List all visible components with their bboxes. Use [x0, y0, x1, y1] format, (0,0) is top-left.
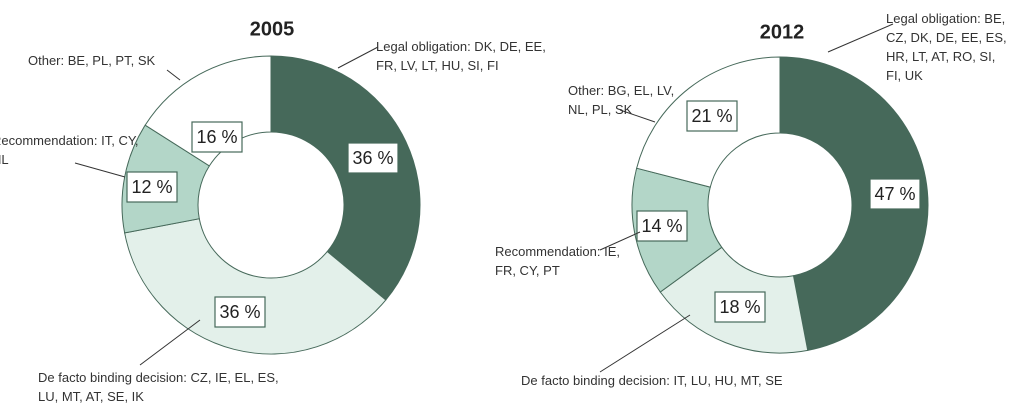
value-label-box: [686, 100, 738, 132]
value-label-box: [636, 210, 688, 242]
donut-slice: [270, 55, 421, 301]
value-label: 36 %: [219, 302, 260, 322]
value-label: 21 %: [691, 106, 732, 126]
leader-line: [619, 109, 656, 123]
value-label: 14 %: [641, 216, 682, 236]
value-label: 12 %: [131, 177, 172, 197]
value-label: 16 %: [196, 127, 237, 147]
leader-line: [337, 46, 379, 69]
leader-line: [166, 69, 181, 81]
leader-line: [599, 231, 641, 251]
donut-slice: [779, 56, 929, 351]
category-label: Other: BE, PL, PT, SK: [28, 53, 156, 68]
category-label: Recommendation: IT, CY, NL: [0, 133, 139, 167]
value-label-box: [214, 296, 266, 328]
category-label: De facto binding decision: IT, LU, HU, M…: [521, 373, 783, 388]
value-label: 18 %: [719, 297, 760, 317]
value-label-box: [869, 178, 921, 210]
leader-line: [139, 319, 201, 366]
value-label: 47 %: [874, 184, 915, 204]
category-label: De facto binding decision: CZ, IE, EL, E…: [38, 370, 279, 404]
chart-title: 2005: [250, 18, 295, 40]
value-label-box: [191, 121, 243, 153]
category-label: Legal obligation: DK, DE, EE, FR, LV, LT…: [376, 39, 546, 73]
category-label: Other: BG, EL, LV, NL, PL, SK: [568, 83, 675, 117]
value-label-box: [347, 142, 399, 174]
value-label: 36 %: [352, 148, 393, 168]
value-label-box: [126, 171, 178, 203]
donut-slice: [124, 218, 387, 355]
leader-line: [599, 314, 691, 373]
category-label: Legal obligation: BE, CZ, DK, DE, EE, ES…: [886, 11, 1007, 83]
category-label: Recommendation: IE, FR, CY, PT: [495, 244, 621, 278]
leader-line: [827, 23, 894, 53]
chart-title: 2012: [760, 21, 805, 43]
value-label-box: [714, 291, 766, 323]
leader-line: [74, 162, 126, 178]
